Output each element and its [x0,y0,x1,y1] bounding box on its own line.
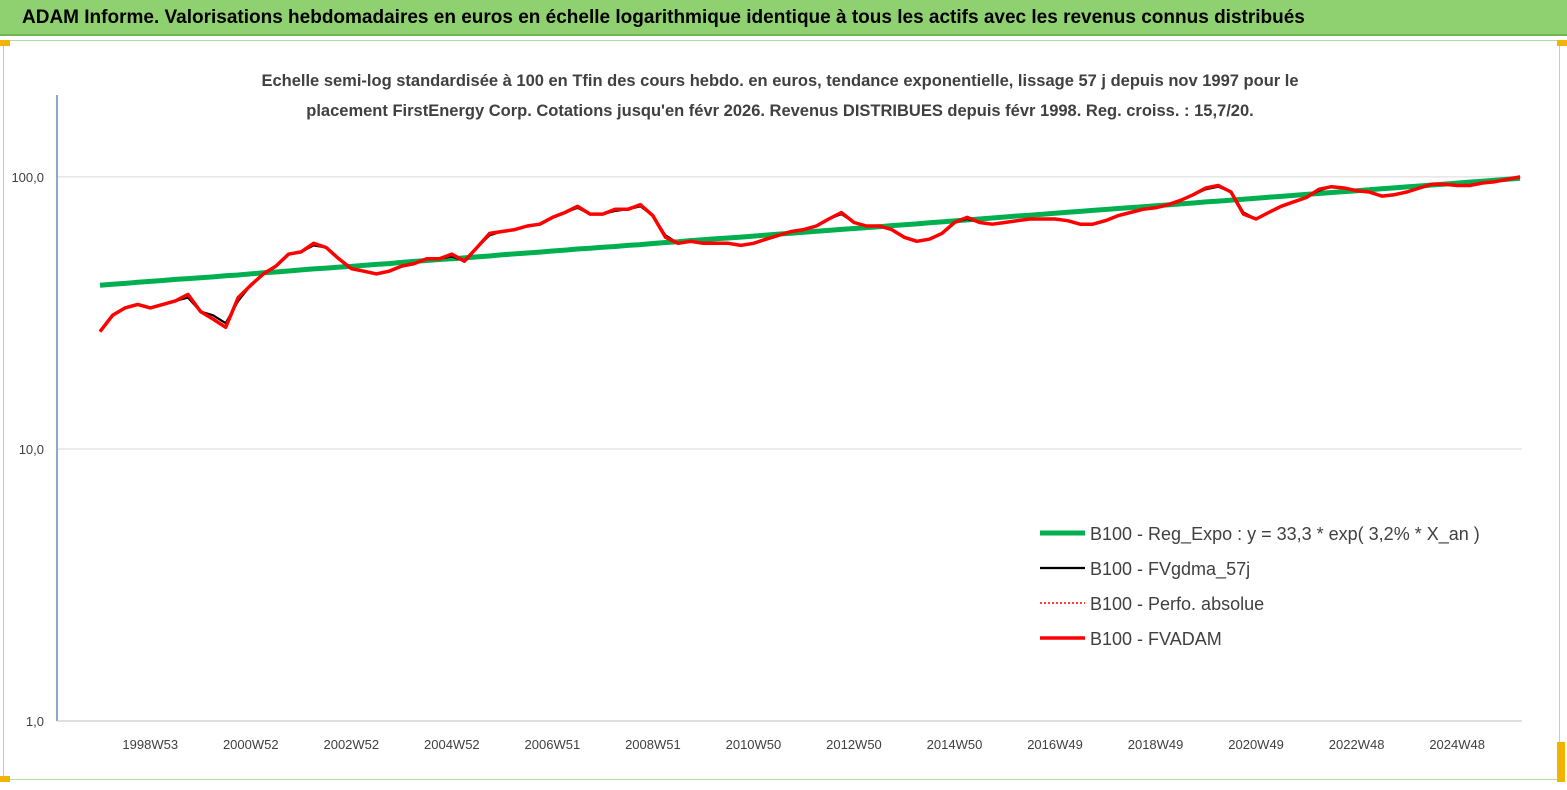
x-tick-label: 2024W48 [1429,737,1485,752]
x-tick-label: 2014W50 [927,737,983,752]
x-tick-label: 2002W52 [323,737,379,752]
x-tick-label: 2006W51 [525,737,581,752]
legend-label: B100 - Perfo. absolue [1090,594,1264,614]
x-tick-label: 2000W52 [223,737,279,752]
x-tick-label: 2016W49 [1027,737,1083,752]
corner-mark [1557,40,1567,46]
y-tick-label: 100,0 [11,170,44,185]
x-tick-label: 2020W49 [1228,737,1284,752]
x-tick-label: 2022W48 [1329,737,1385,752]
y-tick-label: 10,0 [19,442,44,457]
chart-frame [3,40,1560,780]
corner-mark [0,40,10,46]
series-line [99,175,1521,333]
header: ADAM Informe. Valorisations hebdomadaire… [0,0,1567,36]
series-line [99,176,1521,333]
x-tick-label: 2018W49 [1128,737,1184,752]
legend-label: B100 - FVADAM [1090,629,1222,649]
series-line [98,175,1521,333]
x-tick-label: 1998W53 [122,737,178,752]
legend-label: B100 - FVgdma_57j [1090,559,1250,580]
header-title: ADAM Informe. Valorisations hebdomadaire… [22,7,1305,28]
corner-mark [1557,742,1565,782]
legend-label: B100 - Reg_Expo : y = 33,3 * exp( 3,2% *… [1090,524,1480,545]
series-line [99,175,1521,288]
x-tick-label: 2012W50 [826,737,882,752]
x-tick-label: 2004W52 [424,737,480,752]
x-tick-label: 2010W50 [726,737,782,752]
corner-mark [0,776,10,782]
y-tick-label: 1,0 [26,714,44,729]
chart-title: Echelle semi-log standardisée à 100 en T… [261,72,1299,120]
x-tick-label: 2008W51 [625,737,681,752]
